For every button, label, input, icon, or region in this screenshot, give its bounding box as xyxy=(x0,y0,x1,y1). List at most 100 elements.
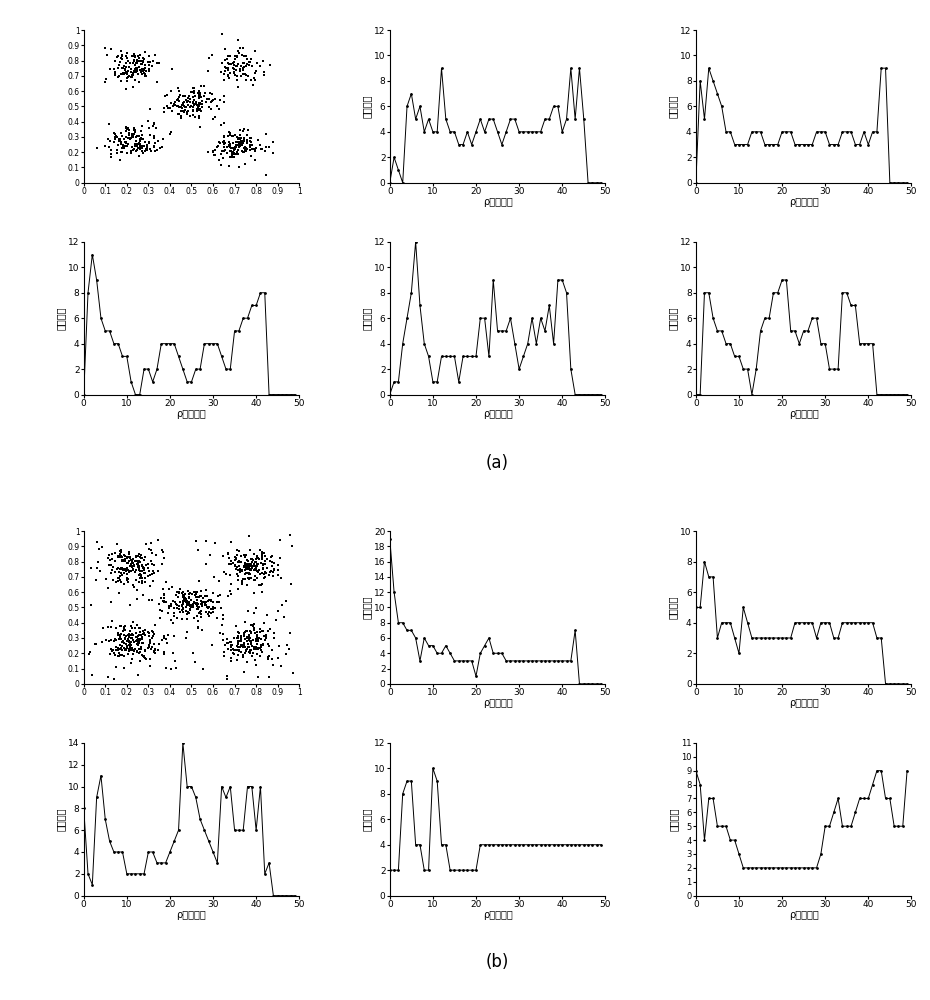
Point xyxy=(118,561,133,577)
Point xyxy=(245,551,259,567)
Point xyxy=(136,626,151,642)
Point xyxy=(207,535,222,551)
Point xyxy=(176,589,191,605)
Point xyxy=(170,91,185,107)
Point xyxy=(193,110,207,126)
Point xyxy=(130,52,145,68)
Point xyxy=(183,84,198,100)
Point xyxy=(114,140,129,156)
Point xyxy=(121,629,136,645)
Point xyxy=(84,560,99,576)
Point xyxy=(194,622,209,638)
Point xyxy=(230,630,245,646)
Point xyxy=(116,60,131,76)
Point xyxy=(175,95,190,111)
Point xyxy=(250,556,265,572)
Point xyxy=(238,139,253,155)
Point xyxy=(254,642,269,658)
Point xyxy=(243,566,258,582)
Point xyxy=(129,138,144,154)
Point xyxy=(179,603,193,619)
Point xyxy=(130,55,145,71)
Point xyxy=(242,556,257,572)
Point xyxy=(176,601,191,617)
Point xyxy=(173,87,188,103)
Point xyxy=(190,592,205,608)
Point xyxy=(139,63,153,79)
Point xyxy=(268,612,283,628)
Point xyxy=(158,594,173,610)
Point xyxy=(138,642,153,658)
Point xyxy=(244,634,259,650)
Point xyxy=(227,642,242,658)
Point xyxy=(271,603,286,619)
Point xyxy=(255,544,270,560)
Point xyxy=(214,64,229,80)
Point xyxy=(255,548,270,564)
Point xyxy=(211,573,226,589)
Point xyxy=(186,594,201,610)
Point xyxy=(214,600,229,616)
Point xyxy=(191,601,206,617)
Point xyxy=(111,137,126,153)
Point xyxy=(154,542,169,558)
Point xyxy=(217,564,232,580)
Point xyxy=(126,126,141,142)
Point xyxy=(235,66,250,82)
Point xyxy=(193,596,208,612)
Point xyxy=(248,633,263,649)
Point xyxy=(112,564,126,580)
Point xyxy=(188,109,203,125)
Point xyxy=(129,591,144,607)
Point xyxy=(238,560,253,576)
Point xyxy=(254,639,269,655)
Point xyxy=(220,68,235,84)
Point xyxy=(192,573,206,589)
Point xyxy=(140,142,154,158)
Point xyxy=(242,630,257,646)
Point xyxy=(210,138,225,154)
Point xyxy=(163,126,178,142)
Point xyxy=(113,152,127,168)
Point xyxy=(191,596,206,612)
Point xyxy=(232,564,247,580)
Point xyxy=(112,648,126,664)
Point xyxy=(232,561,247,577)
Point xyxy=(98,74,113,90)
Point xyxy=(143,542,158,558)
Point xyxy=(237,66,252,82)
Point xyxy=(155,593,170,609)
Point xyxy=(179,630,193,646)
Point xyxy=(246,70,261,86)
Point xyxy=(139,536,153,552)
Point xyxy=(198,604,213,620)
Point xyxy=(249,562,264,578)
Point xyxy=(225,144,240,160)
Point xyxy=(124,145,139,161)
Point xyxy=(166,615,180,631)
Point xyxy=(113,641,127,657)
Point xyxy=(95,539,110,555)
Point xyxy=(231,146,246,162)
Point xyxy=(236,140,251,156)
Point xyxy=(120,145,135,161)
Point xyxy=(120,560,135,576)
Point xyxy=(102,133,117,149)
Point xyxy=(226,60,241,76)
Point xyxy=(156,590,171,606)
Point xyxy=(118,134,133,150)
Point xyxy=(126,558,141,574)
Point xyxy=(240,51,255,67)
Point xyxy=(236,133,251,149)
Point xyxy=(119,50,134,66)
Point xyxy=(192,97,206,113)
Point xyxy=(232,63,247,79)
Point xyxy=(186,94,201,110)
Point xyxy=(230,572,245,588)
Point xyxy=(126,63,141,79)
Point xyxy=(233,633,248,649)
Point xyxy=(186,97,201,113)
Point xyxy=(247,65,262,81)
Point xyxy=(258,565,272,581)
Point xyxy=(252,577,267,593)
